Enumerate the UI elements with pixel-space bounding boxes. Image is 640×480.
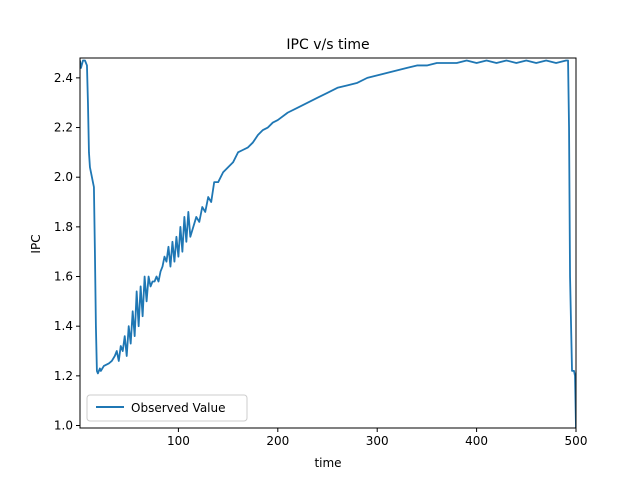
series-line-0: [80, 59, 576, 428]
y-axis-label: IPC: [29, 234, 43, 253]
y-tick-label: 1.4: [54, 319, 73, 333]
y-tick-label: 1.0: [54, 419, 73, 433]
chart-title: IPC v/s time: [286, 37, 369, 53]
y-tick-label: 2.2: [54, 121, 73, 135]
y-tick-label: 1.6: [54, 270, 73, 284]
legend: Observed Value: [86, 394, 248, 422]
x-tick-label: 300: [366, 434, 389, 448]
axes-frame: [79, 57, 577, 429]
y-tick-label: 1.2: [54, 369, 73, 383]
legend-label: Observed Value: [131, 401, 226, 415]
x-tick-label: 500: [565, 434, 588, 448]
y-tick-label: 1.8: [54, 220, 73, 234]
plot-area: 100 200 300 400 500 1.0 1.2 1.4 1.6 1.8 2.0 2.2 2.4: [54, 57, 588, 448]
legend-box: [86, 394, 248, 422]
x-tick-label: 400: [465, 434, 488, 448]
x-tick-label: 200: [266, 434, 289, 448]
y-tick-label: 2.4: [54, 71, 73, 85]
x-axis-label: time: [314, 456, 341, 470]
x-tick-label: 100: [167, 434, 190, 448]
y-tick-label: 2.0: [54, 170, 73, 184]
